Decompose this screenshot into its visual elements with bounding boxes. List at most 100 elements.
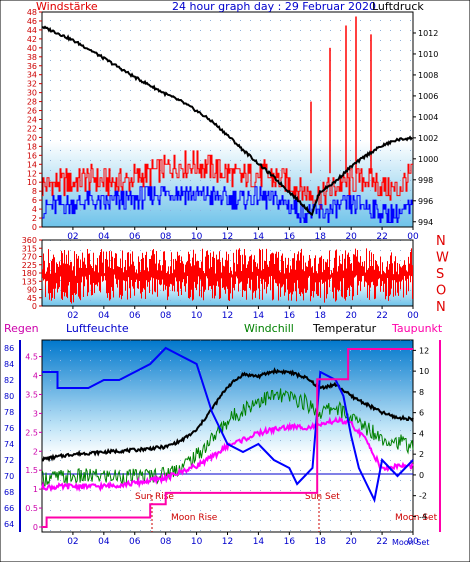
temp-ytick-label: 0 <box>419 471 424 480</box>
wind-ytick-label: 8 <box>32 187 37 196</box>
moon-set-label: Moon Set <box>395 513 438 523</box>
humidity-ytick-label: 86 <box>4 344 14 353</box>
humidity-ytick-label: 70 <box>4 472 14 481</box>
panel3-xtick-label: 06 <box>129 537 141 547</box>
humidity-ytick-label: 68 <box>4 488 14 497</box>
wind-ytick-label: 22 <box>27 124 37 133</box>
panel2-xtick-label: 16 <box>284 311 296 321</box>
legend-dewpoint: Taupunkt <box>391 322 443 335</box>
pressure-ytick-label: 1004 <box>418 113 438 122</box>
panel1-xtick-label: 08 <box>160 232 172 242</box>
panel3-xtick-label: 20 <box>345 537 357 547</box>
temp-ytick-label: 2 <box>419 450 424 459</box>
temp-ytick-label: 12 <box>419 346 429 355</box>
wind-ytick-label: 44 <box>27 26 37 35</box>
panel2-xtick-label: 06 <box>129 311 141 321</box>
direction-ytick-label: 360 <box>22 236 37 245</box>
wind-ytick-label: 26 <box>27 107 37 116</box>
direction-ytick-label: 0 <box>32 302 37 311</box>
panel3-xtick-label: 08 <box>160 537 172 547</box>
humidity-ytick-label: 72 <box>4 456 14 465</box>
panel2-xtick-label: 20 <box>345 311 357 321</box>
wind-ytick-label: 32 <box>27 80 37 89</box>
wind-ytick-label: 10 <box>27 178 37 187</box>
humidity-ytick-label: 74 <box>4 440 14 449</box>
moon-rise-label: Moon Rise <box>171 513 218 523</box>
rain-ytick-label: 0 <box>33 523 38 532</box>
direction-ytick-label: 180 <box>22 269 37 278</box>
pressure-ytick-label: 1012 <box>418 29 438 38</box>
humidity-ytick-label: 66 <box>4 504 14 513</box>
chart-title: 24 hour graph day : 29 Februar 2020 <box>172 0 376 13</box>
temp-ytick-label: 4 <box>419 429 424 438</box>
pressure-axis-label: Luftdruck <box>372 0 424 13</box>
wind-ytick-label: 12 <box>27 169 37 178</box>
wind-ytick-label: 14 <box>27 160 37 169</box>
compass-label: N <box>436 300 446 315</box>
panel2-xtick-label: 10 <box>191 311 203 321</box>
direction-ytick-label: 225 <box>22 261 37 270</box>
humidity-ytick-label: 64 <box>4 520 14 529</box>
direction-ytick-label: 315 <box>22 244 37 253</box>
sun-set-label: Sun Set <box>305 492 340 502</box>
panel1-xtick-label: 20 <box>345 232 357 242</box>
rain-ytick-label: 4.5 <box>25 353 38 362</box>
humidity-ytick-label: 80 <box>4 392 14 401</box>
pressure-ytick-label: 1002 <box>418 134 438 143</box>
compass-label: O <box>436 284 446 299</box>
panel3-xtick-label: 16 <box>284 537 296 547</box>
panel3-xtick-label: 00 <box>407 537 419 547</box>
compass-label: W <box>436 251 449 266</box>
wind-ytick-label: 34 <box>27 71 37 80</box>
panel1-xtick-label: 16 <box>284 232 296 242</box>
panel1-xtick-label: 00 <box>407 232 419 242</box>
wind-axis-label: Windstärke <box>36 0 98 13</box>
panel3-xtick-label: 22 <box>376 537 387 547</box>
pressure-ytick-label: 1006 <box>418 92 438 101</box>
panel3-xtick-label: 12 <box>222 537 233 547</box>
wind-ytick-label: 46 <box>27 17 37 26</box>
direction-ytick-label: 45 <box>27 294 37 303</box>
wind-ytick-label: 16 <box>27 151 37 160</box>
legend-rain: Regen <box>4 322 39 335</box>
direction-ytick-label: 270 <box>22 253 37 262</box>
panel1-xtick-label: 14 <box>253 232 265 242</box>
pressure-ytick-label: 1010 <box>418 50 438 59</box>
panel3-xtick-label: 02 <box>67 537 78 547</box>
wind-ytick-label: 36 <box>27 62 37 71</box>
wind-ytick-label: 24 <box>27 116 37 125</box>
temp-ytick-label: 6 <box>419 409 424 418</box>
panel1-xtick-label: 18 <box>315 232 327 242</box>
rain-ytick-label: 2 <box>33 447 38 456</box>
wind-ytick-label: 20 <box>27 133 37 142</box>
legend-humidity: Luftfeuchte <box>66 322 129 335</box>
windchill-series-line <box>41 388 414 487</box>
wind-ytick-label: 4 <box>32 205 37 214</box>
temp-ytick-label: -2 <box>419 492 427 501</box>
panel2-xtick-label: 12 <box>222 311 233 321</box>
panel2-xtick-label: 14 <box>253 311 265 321</box>
panel2-xtick-label: 08 <box>160 311 172 321</box>
rain-ytick-label: 1.5 <box>25 466 38 475</box>
wind-ytick-label: 6 <box>32 196 37 205</box>
wind-ytick-label: 38 <box>27 53 37 62</box>
wind-ytick-label: 42 <box>27 35 37 44</box>
rain-ytick-label: 3.5 <box>25 390 38 399</box>
wind-ytick-label: 28 <box>27 98 37 107</box>
wind-ytick-label: 40 <box>27 44 37 53</box>
temp-ytick-label: 10 <box>419 367 429 376</box>
pressure-ytick-label: 996 <box>418 197 433 206</box>
panel3-xtick-label: 10 <box>191 537 203 547</box>
rain-ytick-label: 1 <box>33 485 38 494</box>
rain-series-line <box>42 348 413 528</box>
wind-ytick-label: 48 <box>27 8 37 17</box>
panel3-xtick-label: 18 <box>315 537 327 547</box>
panel3-xtick-label: 14 <box>253 537 265 547</box>
panel2-xtick-label: 02 <box>67 311 78 321</box>
rain-ytick-label: 0.5 <box>25 504 38 513</box>
temp-ytick-label: -4 <box>419 512 427 521</box>
moon-set-label-2: Moon Set <box>392 538 429 547</box>
humidity-ytick-label: 82 <box>4 376 14 385</box>
